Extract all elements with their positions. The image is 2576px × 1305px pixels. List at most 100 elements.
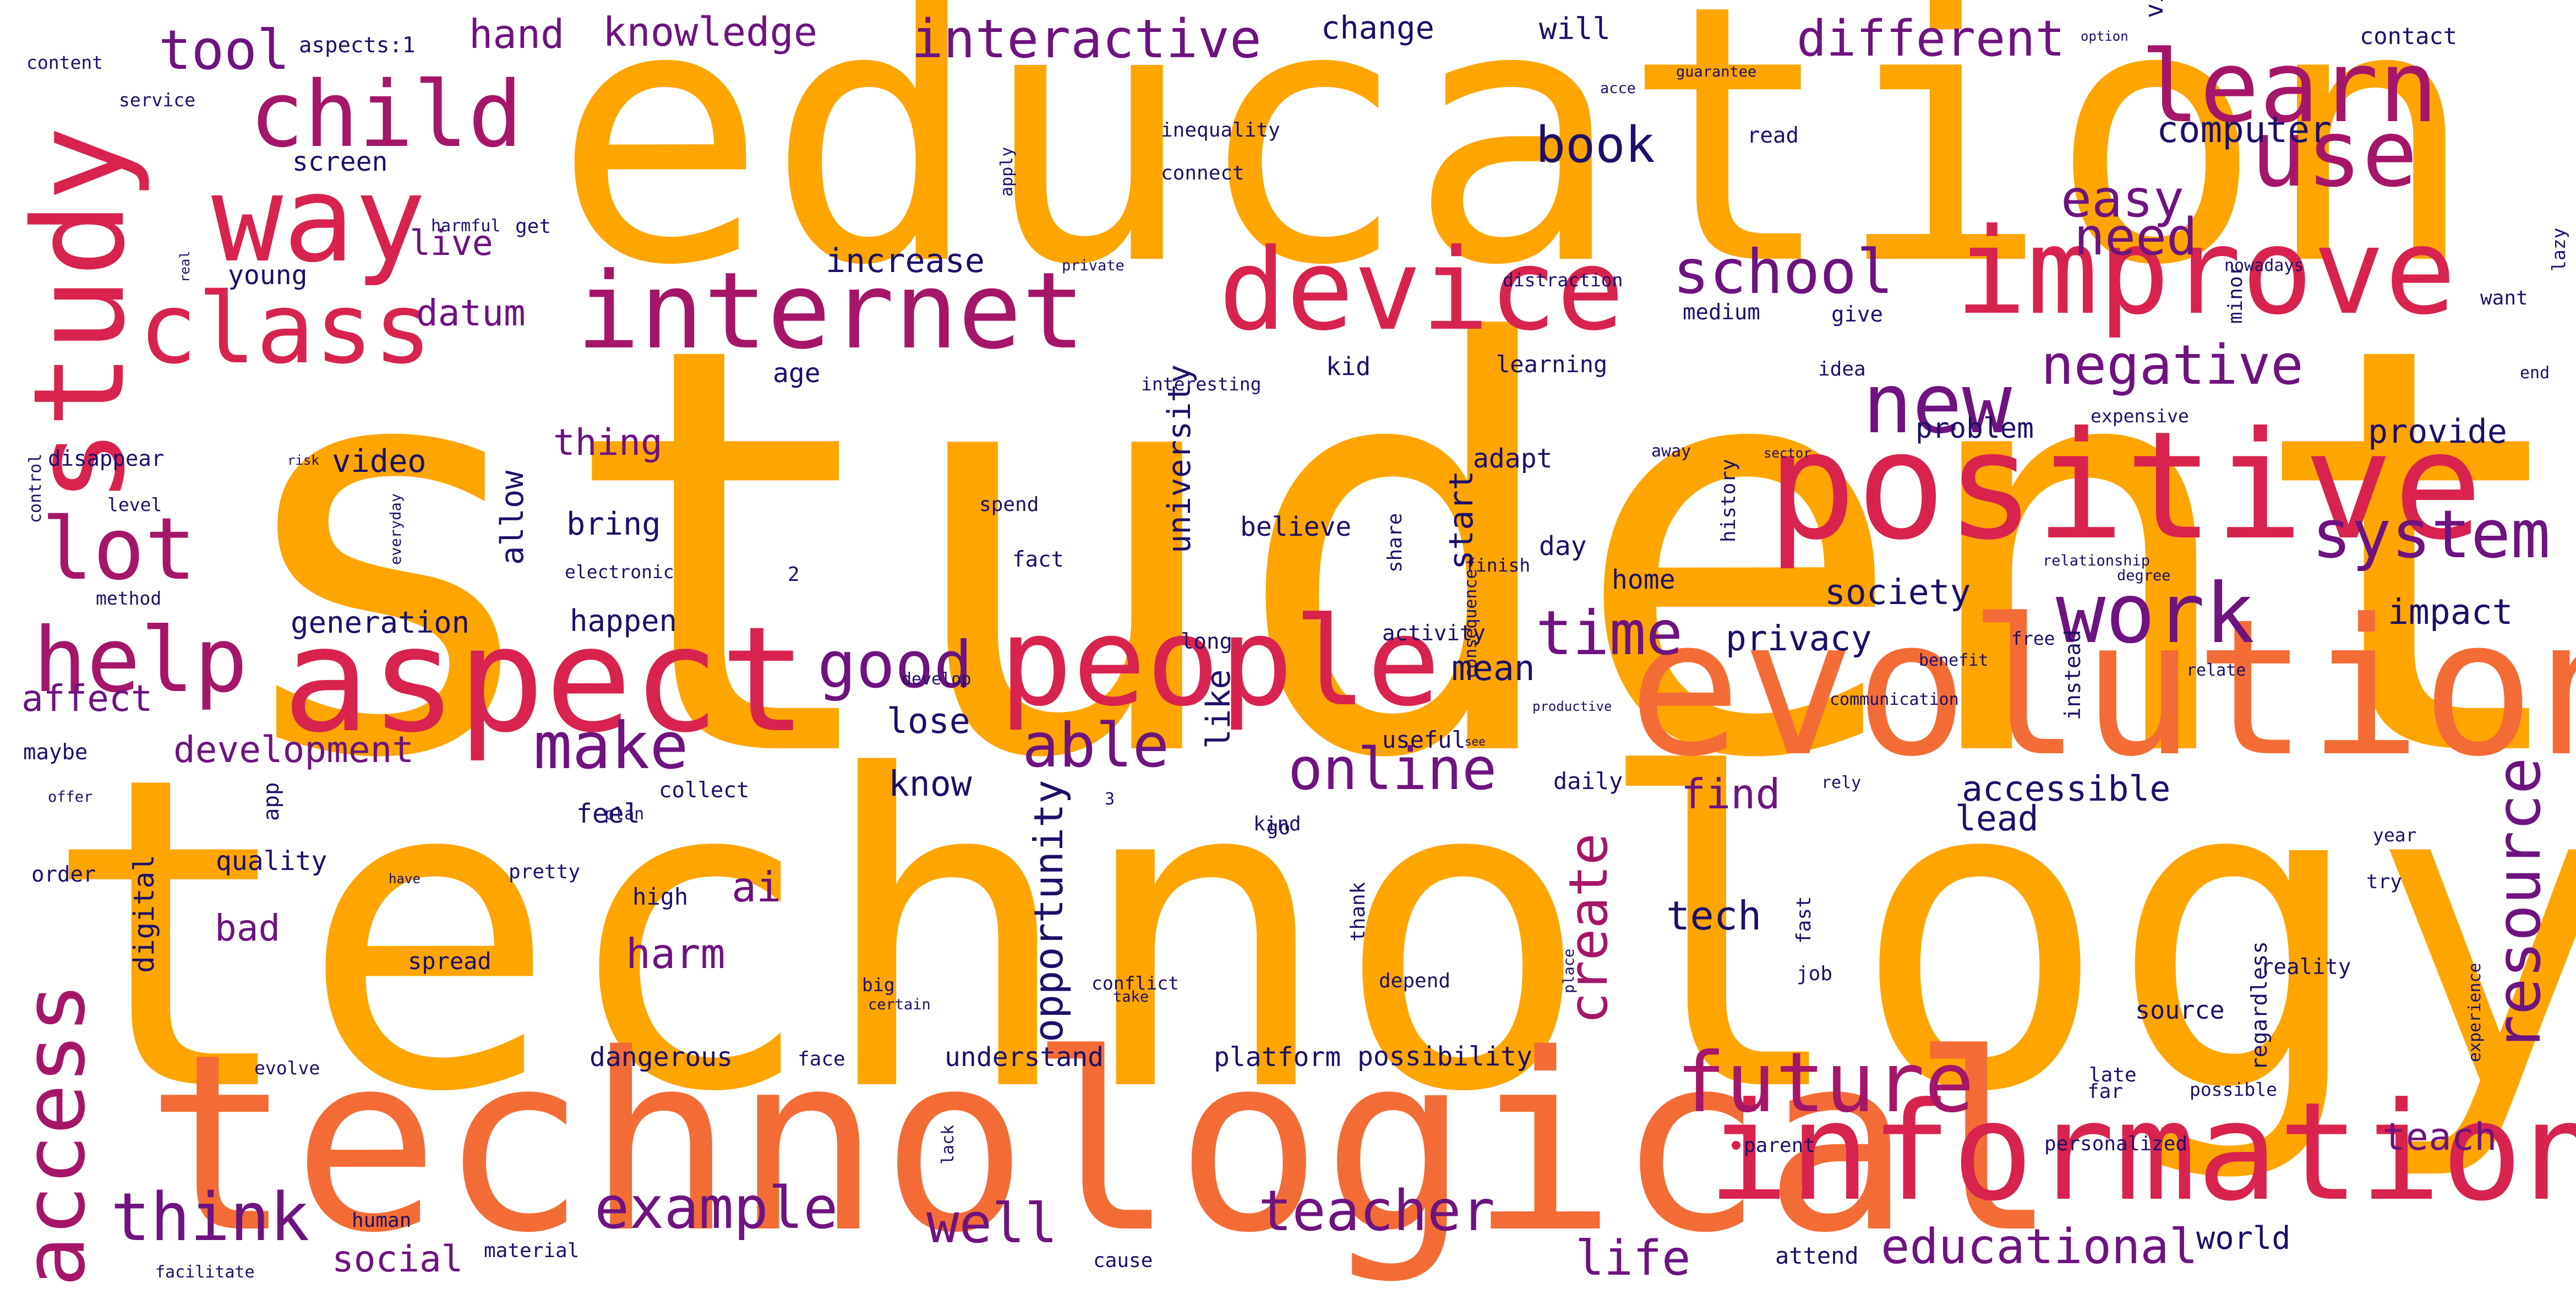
word-136: everyday — [388, 493, 405, 565]
word-170: high — [632, 883, 689, 910]
word-197: cause — [1093, 1249, 1153, 1272]
word-169: have — [389, 871, 421, 887]
word-179: conflict — [1091, 972, 1179, 994]
word-128: relationship — [2043, 552, 2151, 569]
word-65: mean — [1451, 648, 1535, 688]
word-67: know — [888, 764, 972, 804]
word-192: parent — [1744, 1134, 1816, 1157]
word-113: harmful — [431, 216, 501, 236]
word-173: place — [1560, 948, 1578, 993]
word-98: kid — [1326, 352, 1371, 381]
word-150: consequence — [1461, 569, 1481, 678]
word-152: productive — [1532, 699, 1612, 714]
word-53: opportunity — [1025, 780, 1072, 1042]
word-31: create — [1558, 833, 1619, 1024]
word-11: device — [1219, 225, 1624, 356]
word-62: society — [1825, 572, 1971, 612]
word-9: people — [999, 591, 1440, 733]
word-157: plan — [604, 804, 645, 824]
word-68: accessible — [1962, 769, 2171, 809]
word-22: work — [2056, 566, 2255, 662]
word-130: interesting — [1141, 373, 1262, 395]
word-154: instead — [2061, 629, 2086, 720]
word-42: negative — [2041, 334, 2304, 397]
word-110: content — [26, 52, 103, 73]
word-146: free — [2011, 628, 2055, 649]
word-124: expensive — [2091, 405, 2189, 427]
word-97: age — [773, 358, 821, 389]
word-191: possible — [2190, 1079, 2277, 1100]
word-6: information — [1707, 1074, 2576, 1231]
word-185: experience — [2465, 963, 2485, 1062]
word-44: easy — [2061, 169, 2184, 229]
word-73: bring — [566, 506, 661, 542]
word-87: believe — [1240, 512, 1352, 542]
word-32: make — [533, 708, 689, 784]
word-99: learning — [1496, 351, 1608, 378]
word-76: provide — [2368, 412, 2507, 451]
word-143: finish — [1465, 554, 1531, 576]
word-23: new — [1863, 356, 2012, 452]
word-102: medium — [1683, 300, 1760, 325]
word-85: understand — [945, 1042, 1104, 1073]
word-92: possibility — [1357, 1041, 1532, 1072]
word-178: certain — [868, 996, 931, 1013]
word-171: try — [2366, 871, 2403, 893]
word-176: spread — [408, 948, 492, 975]
word-195: material — [484, 1239, 580, 1262]
word-80: will — [1539, 12, 1611, 46]
word-172: reality — [2261, 955, 2351, 980]
word-79: change — [1321, 10, 1434, 46]
word-164: kind — [1253, 813, 1301, 835]
word-138: fact — [1012, 547, 1064, 572]
word-196: facilitate — [155, 1263, 255, 1282]
word-89: adapt — [1473, 443, 1553, 474]
word-30: online — [1288, 736, 1497, 803]
word-156: collect — [659, 778, 750, 803]
word-162: offer — [48, 789, 93, 806]
word-55: social — [332, 1238, 463, 1280]
word-100: idea — [1818, 358, 1866, 380]
word-78: increase — [826, 242, 985, 280]
word-114: apply — [997, 146, 1017, 197]
word-13: way — [211, 150, 427, 289]
word-5: positive — [1767, 399, 2483, 573]
word-41: interactive — [912, 8, 1262, 70]
word-180: take — [1113, 988, 1149, 1005]
word-132: level — [107, 494, 162, 515]
word-38: educational — [1881, 1219, 2198, 1275]
word-20: lot — [41, 499, 197, 599]
word-57: affect — [21, 677, 153, 720]
word-151: develop — [902, 670, 972, 689]
word-111: service — [119, 89, 196, 111]
word-19: help — [33, 609, 248, 713]
word-58: datum — [416, 292, 526, 334]
word-45: knowledge — [603, 9, 818, 55]
word-161: year — [2373, 824, 2417, 846]
word-4: evolution — [1628, 579, 2576, 798]
word-109: aspects:1 — [299, 33, 416, 58]
word-91: quality — [216, 846, 328, 877]
word-184: regardless — [2247, 941, 2272, 1070]
word-140: 2 — [788, 563, 800, 586]
word-163: 3 — [1105, 790, 1115, 809]
word-159: daily — [1553, 768, 1623, 795]
word-105: contact — [2360, 23, 2458, 50]
word-60: thing — [553, 421, 663, 464]
word-131: disappear — [48, 447, 165, 471]
word-24: system — [2312, 497, 2551, 573]
word-36: teacher — [1258, 1178, 1495, 1244]
word-112: get — [515, 215, 552, 238]
word-103: want — [2480, 287, 2528, 309]
word-134: risk — [287, 453, 319, 468]
word-2: education — [553, 0, 2477, 343]
word-12: internet — [576, 250, 1085, 373]
word-72: like — [1199, 669, 1238, 749]
word-88: day — [1539, 531, 1587, 562]
word-188: lack — [938, 1124, 958, 1165]
word-148: communication — [1830, 690, 1959, 709]
word-127: history — [1717, 459, 1740, 542]
word-149: benefit — [1919, 651, 1989, 670]
word-155: maybe — [23, 740, 88, 765]
